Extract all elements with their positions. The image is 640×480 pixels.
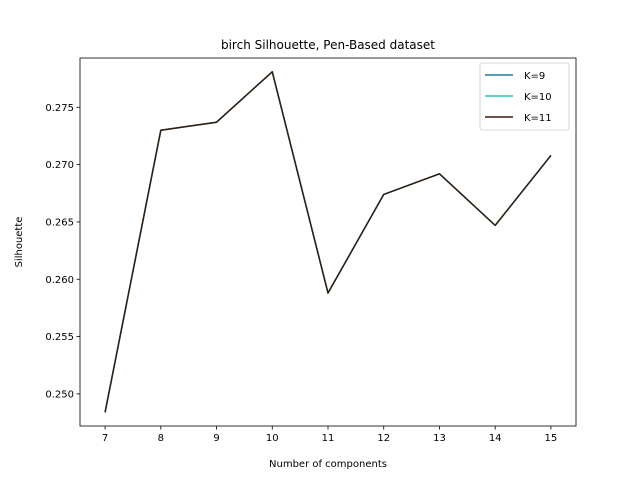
y-tick-label: 0.270 [45,160,74,171]
y-tick-label: 0.250 [45,389,74,400]
x-tick-label: 12 [377,433,390,444]
x-tick-label: 13 [433,433,446,444]
series-line-3 [104,71,552,413]
x-tick-label: 14 [489,433,502,444]
legend-label: K=11 [524,113,552,124]
x-tick-label: 8 [158,433,164,444]
y-tick-label: 0.275 [45,103,74,114]
legend-box [479,62,570,131]
y-tick-label: 0.260 [45,275,74,286]
x-tick-label: 9 [213,433,219,444]
legend-label: K=10 [524,92,552,103]
axes-layer: 7 8 9 10 11 12 13 14 15 0.250 0.255 0.260 0.265 0.270… [45,57,577,444]
chart-title: birch Silhouette, Pen-Based dataset [221,38,435,52]
legend: K=9 K=10 K=11 [479,62,570,131]
y-axis-title: Silhouette [14,217,25,268]
y-tick-label: 0.265 [45,217,74,228]
series-layer [104,71,552,413]
x-tick-label: 7 [102,433,108,444]
x-tick-label: 15 [545,433,558,444]
x-axis-title: Number of components [269,459,387,470]
y-tick-label: 0.255 [45,332,74,343]
legend-label: K=9 [524,71,545,82]
x-tick-label: 10 [266,433,279,444]
x-tick-label: 11 [322,433,335,444]
